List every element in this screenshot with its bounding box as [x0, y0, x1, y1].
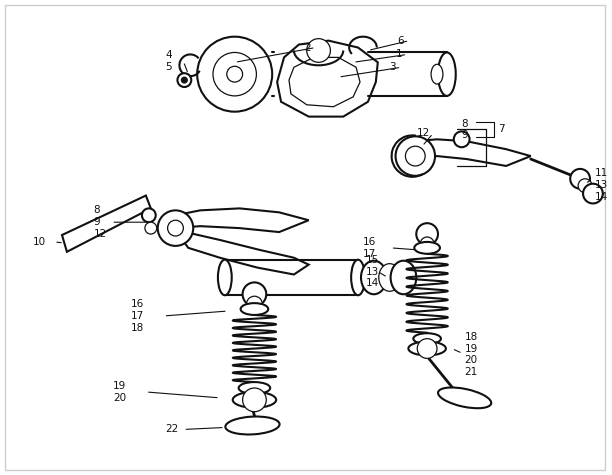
- Text: 5: 5: [166, 62, 172, 72]
- Text: 13: 13: [595, 180, 608, 190]
- Circle shape: [260, 58, 271, 68]
- Text: 12: 12: [94, 229, 107, 239]
- Circle shape: [578, 179, 592, 192]
- Text: 20: 20: [113, 393, 127, 403]
- Polygon shape: [62, 196, 151, 252]
- Circle shape: [145, 222, 157, 234]
- Text: 11: 11: [595, 168, 608, 178]
- Text: 20: 20: [465, 355, 478, 365]
- Circle shape: [214, 41, 223, 51]
- Text: 8: 8: [94, 205, 100, 215]
- Text: 10: 10: [32, 237, 45, 247]
- Text: 9: 9: [94, 217, 100, 227]
- Circle shape: [227, 66, 242, 82]
- Circle shape: [214, 97, 223, 107]
- Circle shape: [142, 209, 155, 222]
- Text: 7: 7: [498, 124, 505, 134]
- Text: 19: 19: [113, 381, 127, 391]
- Text: 19: 19: [465, 343, 478, 353]
- Text: 16: 16: [363, 237, 376, 247]
- Circle shape: [168, 220, 184, 236]
- Text: 13: 13: [366, 266, 379, 276]
- Text: 1: 1: [395, 49, 402, 59]
- Circle shape: [199, 80, 209, 90]
- Circle shape: [417, 339, 437, 359]
- Text: 14: 14: [366, 278, 379, 288]
- Circle shape: [205, 48, 215, 58]
- Text: 17: 17: [363, 249, 376, 259]
- Circle shape: [205, 90, 215, 100]
- Circle shape: [181, 77, 187, 83]
- Ellipse shape: [413, 333, 441, 344]
- Text: 4: 4: [166, 50, 172, 60]
- Ellipse shape: [431, 64, 443, 84]
- Text: 15: 15: [366, 255, 379, 265]
- Text: 18: 18: [131, 323, 144, 333]
- Ellipse shape: [239, 382, 271, 394]
- Circle shape: [246, 41, 256, 51]
- Ellipse shape: [408, 342, 446, 355]
- Ellipse shape: [351, 260, 365, 295]
- Ellipse shape: [438, 388, 491, 408]
- Text: 16: 16: [131, 299, 144, 309]
- Text: 6: 6: [398, 36, 404, 46]
- Text: 12: 12: [417, 128, 430, 138]
- Ellipse shape: [218, 260, 232, 295]
- Circle shape: [453, 132, 469, 147]
- Circle shape: [247, 296, 263, 312]
- Polygon shape: [182, 232, 308, 275]
- Ellipse shape: [379, 264, 400, 291]
- Ellipse shape: [241, 303, 268, 315]
- Circle shape: [199, 58, 209, 68]
- Ellipse shape: [438, 52, 456, 96]
- Circle shape: [405, 146, 425, 166]
- Circle shape: [236, 37, 245, 47]
- Text: 22: 22: [166, 425, 179, 435]
- Circle shape: [255, 48, 264, 58]
- Circle shape: [242, 283, 266, 306]
- Circle shape: [416, 223, 438, 245]
- Polygon shape: [176, 209, 308, 232]
- Circle shape: [236, 101, 245, 111]
- Circle shape: [224, 37, 234, 47]
- Circle shape: [570, 169, 590, 189]
- Circle shape: [420, 237, 434, 251]
- Circle shape: [255, 90, 264, 100]
- Circle shape: [260, 80, 271, 90]
- Ellipse shape: [233, 392, 276, 408]
- Text: 2: 2: [304, 43, 310, 53]
- Polygon shape: [277, 41, 378, 116]
- Circle shape: [158, 210, 193, 246]
- Circle shape: [242, 388, 266, 412]
- Circle shape: [395, 136, 435, 176]
- Ellipse shape: [414, 242, 440, 254]
- Circle shape: [307, 38, 330, 62]
- Ellipse shape: [361, 261, 387, 294]
- Polygon shape: [416, 139, 531, 166]
- Circle shape: [263, 69, 272, 79]
- Ellipse shape: [213, 52, 256, 96]
- Circle shape: [177, 73, 192, 87]
- Text: 8: 8: [461, 119, 468, 129]
- Text: 17: 17: [131, 311, 144, 321]
- Polygon shape: [289, 57, 360, 107]
- Ellipse shape: [225, 417, 280, 435]
- Text: 14: 14: [595, 191, 608, 201]
- Text: 9: 9: [461, 130, 468, 140]
- Text: 3: 3: [390, 62, 396, 72]
- Ellipse shape: [390, 261, 416, 294]
- Circle shape: [197, 69, 207, 79]
- Text: 21: 21: [465, 367, 478, 377]
- Circle shape: [583, 184, 603, 203]
- Text: 18: 18: [465, 332, 478, 342]
- Circle shape: [246, 97, 256, 107]
- Circle shape: [224, 101, 234, 111]
- Ellipse shape: [197, 37, 272, 112]
